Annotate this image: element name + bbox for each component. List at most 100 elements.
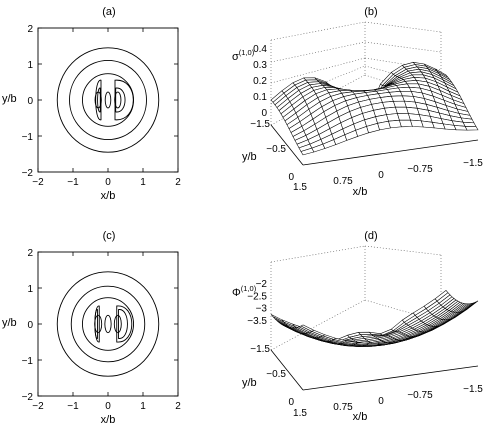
contour-lobe-0-right: [114, 79, 134, 121]
panel-d: (d) −2−2.5 −3−3.5 Φ(1,0) 1.5 0.75 0 −0.75 −1.…: [232, 230, 483, 423]
panel-d-xlabel: x/b: [353, 411, 368, 423]
x-tick-label: 0.75: [333, 176, 353, 187]
y-tick-label: −1: [22, 356, 34, 367]
panel-d-label: (d): [364, 230, 377, 242]
contour-oval-1: [104, 91, 112, 109]
y-tick-label: 0: [27, 96, 33, 107]
z-tick-label: 0.3: [253, 60, 267, 71]
contour-lobe-1-left: [97, 87, 101, 113]
panel-c-xlabel: x/b: [101, 414, 116, 426]
y-tick-label: 2: [27, 24, 33, 35]
y-tick-label: −1.5: [250, 344, 270, 355]
contour-circle-0: [56, 47, 160, 153]
x-tick-label: 0: [105, 177, 111, 188]
panel-d-xticks: 1.5 0.75 0 −0.75 −1.5: [293, 384, 483, 419]
z-tick-label: 0: [261, 108, 267, 119]
contour-circle-2: [81, 73, 134, 127]
x-tick-label: 1.5: [293, 408, 307, 419]
x-tick-label: −1: [67, 401, 79, 412]
z-tick-label: −3: [256, 304, 268, 315]
y-tick-label: −0.5: [266, 369, 286, 380]
panel-a: (a) −2−2 −1 −1 0 0 1 1 2 2 x/b y/b: [2, 6, 181, 202]
x-tick-label: −1.5: [463, 158, 483, 169]
panel-b-label: (b): [364, 6, 377, 18]
z-tick-label: 0.1: [253, 92, 267, 103]
panel-b-yticks: −1.5 −0.5 0: [250, 119, 294, 183]
y-tick-label: −0.5: [266, 144, 286, 155]
panel-c-axes: [37, 251, 179, 397]
contour-circle-1: [70, 285, 146, 363]
panel-a-axes: [37, 27, 179, 173]
panel-c-ylabel: y/b: [2, 317, 17, 329]
z-tick-label: 0.2: [253, 76, 267, 87]
contour-lobe-1-left: [94, 309, 98, 339]
z-tick-label: 0.4: [253, 44, 267, 55]
x-tick-label: 1: [140, 177, 146, 188]
contour-oval-2: [113, 314, 122, 334]
panel-a-label: (a): [102, 6, 115, 18]
panel-b-xlabel: x/b: [353, 186, 368, 198]
panel-d-ylabel: y/b: [242, 377, 257, 389]
contour-oval-1: [104, 314, 112, 334]
x-tick-label: −0.75: [407, 164, 433, 175]
contour-oval-0: [94, 91, 102, 109]
y-tick-label: 0: [27, 320, 33, 331]
x-tick-label: −1: [67, 177, 79, 188]
panel-a-ylabel: y/b: [2, 93, 17, 105]
z-tick-label: −2: [256, 279, 268, 290]
panel-d-box: [270, 245, 442, 351]
surface-cell: [464, 126, 479, 131]
panel-b-ylabel: y/b: [242, 151, 257, 163]
contour-lobe-0-right: [116, 305, 133, 343]
x-tick-label: 2: [175, 177, 181, 188]
contour-oval-2: [114, 91, 122, 109]
x-tick-label: 1: [140, 401, 146, 412]
panel-b-surface: [270, 61, 479, 156]
y-tick-label: 2: [27, 248, 33, 259]
panel-c-contours: [56, 271, 160, 377]
panel-a-contours: [56, 47, 160, 153]
contour-lobe-1-right: [115, 87, 126, 113]
z-tick-label: −2.5: [247, 291, 267, 302]
x-tick-label: 0: [105, 401, 111, 412]
y-tick-label: −2: [22, 392, 34, 403]
surface-cell: [464, 300, 479, 311]
panel-c-ticks: −2−2 −1 −1 0 0 1 1 2 2: [22, 248, 182, 412]
x-tick-label: 0.75: [333, 402, 353, 413]
panel-a-ticks: −2−2 −1 −1 0 0 1 1 2 2: [22, 24, 182, 188]
x-tick-label: 0: [378, 170, 384, 181]
x-tick-label: −1.5: [463, 384, 483, 395]
x-tick-label: −2: [32, 401, 44, 412]
panel-b-zticks: 0 0.1 0.2 0.3 0.4: [253, 44, 267, 119]
y-tick-label: 1: [27, 60, 33, 71]
panel-c-label: (c): [103, 230, 116, 242]
y-tick-label: 0: [288, 397, 294, 408]
contour-circle-2: [81, 297, 134, 351]
x-tick-label: 2: [175, 401, 181, 412]
x-tick-label: 0: [378, 396, 384, 407]
panel-d-zlabel: Φ(1,0): [232, 284, 257, 299]
contour-oval-0: [94, 314, 103, 334]
z-tick-label: −3.5: [247, 316, 267, 327]
contour-circle-0: [56, 271, 160, 377]
x-tick-label: 1.5: [293, 182, 307, 193]
y-tick-label: −1.5: [250, 119, 270, 130]
y-tick-label: −2: [22, 168, 34, 179]
panel-b: (b) 0 0.1 0.2 0.3 0.4 σ(1,0) 1.5 0.75 0 −0.75 −1…: [232, 6, 483, 198]
panel-b-zlabel: σ(1,0): [232, 48, 255, 63]
surface-cell: [462, 121, 477, 127]
x-tick-label: −0.75: [407, 390, 433, 401]
y-tick-label: 0: [288, 172, 294, 183]
y-tick-label: 1: [27, 284, 33, 295]
panel-d-surface: [270, 290, 479, 347]
panel-d-yticks: −1.5 −0.5 0: [250, 344, 294, 408]
contour-lobe-1-right: [118, 309, 128, 339]
panel-a-xlabel: x/b: [101, 190, 116, 202]
contour-circle-1: [69, 59, 147, 141]
x-tick-label: −2: [32, 177, 44, 188]
y-tick-label: −1: [22, 132, 34, 143]
panel-c: (c) −2−2 −1 −1 0 0 1 1 2 2 x/b y/b: [2, 230, 181, 426]
panel-b-xticks: 1.5 0.75 0 −0.75 −1.5: [293, 158, 483, 193]
panel-d-zticks: −2−2.5 −3−3.5: [247, 279, 267, 327]
